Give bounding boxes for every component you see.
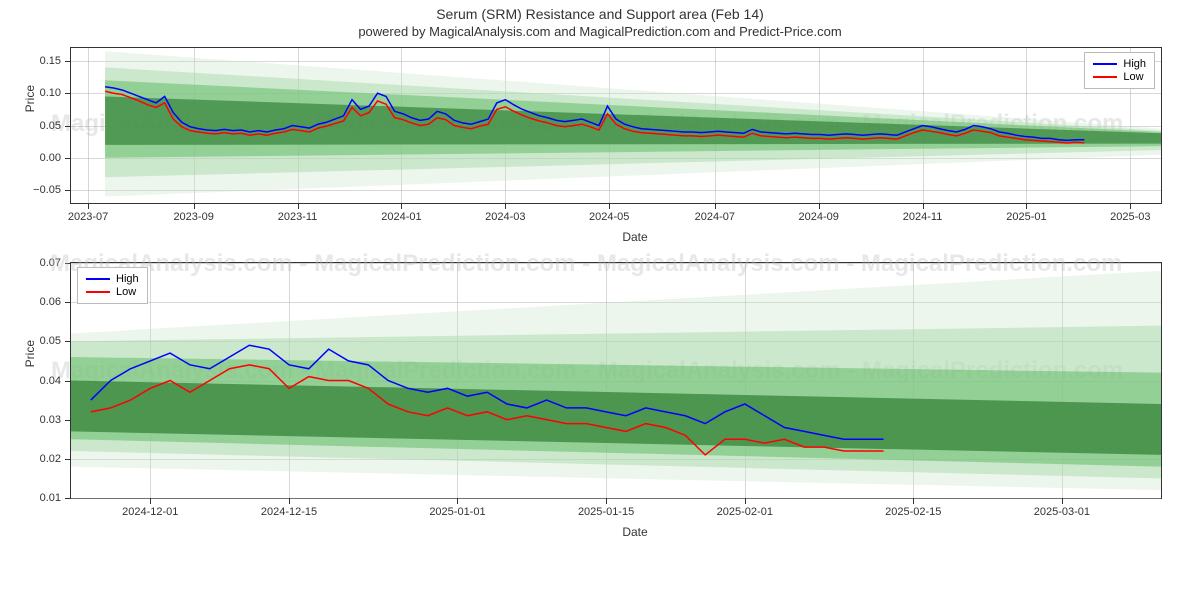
bottom-xlabel: Date <box>70 525 1200 539</box>
yticklabel: 0.05 <box>40 335 61 347</box>
bottom-ylabel: Price <box>23 339 37 366</box>
xticklabel: 2025-01-01 <box>429 506 485 518</box>
xticklabel: 2024-01 <box>381 211 421 223</box>
xticklabel: 2023-11 <box>278 211 318 223</box>
top-ylabel: Price <box>23 84 37 111</box>
bottom-chart-wrap: Price MagicalAnalysis.com - MagicalPredi… <box>70 262 1200 539</box>
yticklabel: 0.02 <box>40 453 61 465</box>
yticklabel: 0.10 <box>40 87 61 99</box>
xticklabel: 2025-03-01 <box>1034 506 1090 518</box>
xticklabel: 2025-01-15 <box>578 506 634 518</box>
legend-label: Low <box>116 286 136 298</box>
xticklabel: 2023-07 <box>68 211 108 223</box>
yticklabel: 0.15 <box>40 55 61 67</box>
xticklabel: 2025-02-15 <box>885 506 941 518</box>
xticklabel: 2024-11 <box>903 211 943 223</box>
yticklabel: 0.05 <box>40 120 61 132</box>
xticklabel: 2024-09 <box>798 211 838 223</box>
yticklabel: 0.07 <box>40 257 61 269</box>
legend-label: High <box>1123 58 1146 70</box>
legend: HighLow <box>77 267 148 304</box>
bottom-chart: Price MagicalAnalysis.com - MagicalPredi… <box>70 262 1162 499</box>
legend: HighLow <box>1084 52 1155 89</box>
chart-subtitle: powered by MagicalAnalysis.com and Magic… <box>0 22 1200 43</box>
xticklabel: 2024-05 <box>589 211 629 223</box>
legend-label: Low <box>1123 71 1143 83</box>
yticklabel: −0.05 <box>33 184 61 196</box>
top-chart-wrap: Price MagicalAnalysis.com - MagicalPredi… <box>70 47 1200 244</box>
xticklabel: 2024-07 <box>695 211 735 223</box>
xticklabel: 2024-03 <box>485 211 525 223</box>
yticklabel: 0.03 <box>40 414 61 426</box>
xticklabel: 2024-12-01 <box>122 506 178 518</box>
xticklabel: 2025-02-01 <box>717 506 773 518</box>
xticklabel: 2024-12-15 <box>261 506 317 518</box>
legend-label: High <box>116 273 139 285</box>
top-xlabel: Date <box>70 230 1200 244</box>
xticklabel: 2023-09 <box>173 211 213 223</box>
yticklabel: 0.06 <box>40 296 61 308</box>
chart-title: Serum (SRM) Resistance and Support area … <box>0 0 1200 22</box>
yticklabel: 0.04 <box>40 375 61 387</box>
yticklabel: 0.01 <box>40 492 61 504</box>
xticklabel: 2025-03 <box>1110 211 1150 223</box>
top-chart: Price MagicalAnalysis.com - MagicalPredi… <box>70 47 1162 204</box>
yticklabel: 0.00 <box>40 152 61 164</box>
xticklabel: 2025-01 <box>1006 211 1046 223</box>
